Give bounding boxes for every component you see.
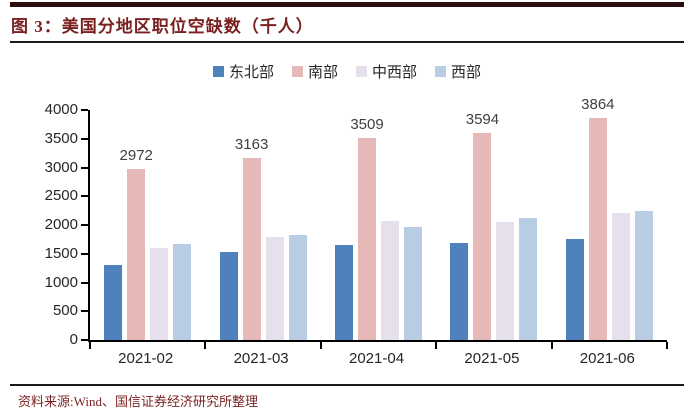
x-axis-labels: 2021-02 2021-03 2021-04 2021-05 2021-06: [88, 350, 665, 367]
y-tick-mark: [81, 224, 88, 226]
bar: [150, 248, 169, 340]
bar-group: 3864: [552, 96, 667, 340]
y-tick-label: 3000: [44, 158, 78, 176]
y-tick-mark: [81, 195, 88, 198]
y-tick-label: 500: [52, 302, 78, 320]
y-axis-labels: 0 500 1000 1500 2000 2500 3000 3500 4000: [8, 101, 78, 348]
top-accent-bar: [10, 2, 684, 7]
bar: [219, 252, 238, 340]
x-tick-mark: [204, 342, 207, 349]
legend-swatch: [356, 66, 367, 77]
bar: [288, 235, 307, 340]
y-tick-mark: [81, 281, 88, 284]
x-tick-mark: [550, 342, 553, 349]
legend-swatch: [212, 66, 224, 77]
x-tick-mark: [666, 342, 668, 349]
y-tick-mark: [81, 339, 88, 341]
data-label: 3509: [350, 116, 384, 134]
data-label: 3864: [581, 95, 615, 113]
y-tick-mark: [81, 310, 88, 313]
title-divider: [10, 41, 684, 43]
legend-swatch: [291, 66, 303, 77]
bar-group: 3509: [321, 110, 436, 340]
bar: [173, 243, 192, 340]
y-tick-label: 4000: [44, 101, 78, 118]
bar: 3163: [235, 136, 268, 340]
bar: [565, 238, 584, 340]
x-category-label: 2021-05: [464, 350, 520, 367]
bar: [265, 237, 284, 340]
bar: 2972: [120, 147, 153, 340]
bar-group: 2972: [90, 110, 205, 340]
bar: [335, 245, 354, 340]
bar: 3594: [466, 111, 499, 340]
x-category-label: 2021-06: [579, 350, 635, 367]
plot-area: 2972 3163 3509 3594 3864: [81, 96, 668, 349]
data-label: 3594: [465, 111, 500, 129]
bar-group: 3594: [436, 110, 551, 340]
legend-label: 南部: [307, 64, 338, 81]
legend-label: 东北部: [228, 64, 274, 81]
bar: [611, 212, 630, 340]
chart-legend: 东北部 南部 中西部 西部: [0, 61, 694, 82]
y-tick-mark: [81, 137, 88, 140]
x-tick-mark: [435, 342, 438, 349]
legend-swatch: [435, 66, 447, 77]
legend-label: 西部: [451, 64, 482, 81]
y-tick-mark: [81, 166, 88, 169]
data-label: 3163: [234, 136, 269, 154]
bar: [450, 242, 469, 340]
bar: [634, 211, 653, 340]
y-tick-label: 2500: [44, 187, 78, 205]
legend-item: 西部: [435, 61, 481, 82]
source-note: 资料来源:Wind、国信证券经济研究所整理: [18, 394, 258, 409]
source-divider: [10, 384, 684, 386]
legend-label: 中西部: [372, 64, 418, 81]
bar: 3509: [350, 116, 384, 340]
data-label: 2972: [119, 147, 153, 165]
y-tick-mark: [81, 252, 88, 255]
y-tick-label: 1000: [44, 273, 78, 291]
y-tick-mark: [81, 109, 88, 111]
legend-item: 南部: [291, 61, 338, 82]
legend-item: 中西部: [356, 61, 417, 82]
bar: [519, 217, 538, 340]
y-tick-label: 1500: [44, 244, 78, 262]
legend-item: 东北部: [212, 61, 274, 82]
x-tick-mark: [319, 342, 322, 349]
bar: [104, 264, 123, 340]
y-tick-label: 3500: [44, 129, 78, 147]
x-category-label: 2021-02: [118, 350, 174, 367]
bar: 3864: [581, 96, 615, 340]
x-category-label: 2021-04: [348, 350, 405, 367]
figure-title: 图 3：美国分地区职位空缺数（千人）: [11, 17, 314, 36]
bar: [404, 226, 423, 340]
bar-group: 3163: [205, 110, 320, 340]
y-tick-label: 2000: [44, 216, 78, 233]
y-tick-label: 0: [69, 331, 78, 348]
x-category-label: 2021-03: [233, 350, 289, 367]
bar: [381, 220, 400, 340]
bar: [496, 221, 515, 340]
x-tick-mark: [89, 342, 91, 349]
